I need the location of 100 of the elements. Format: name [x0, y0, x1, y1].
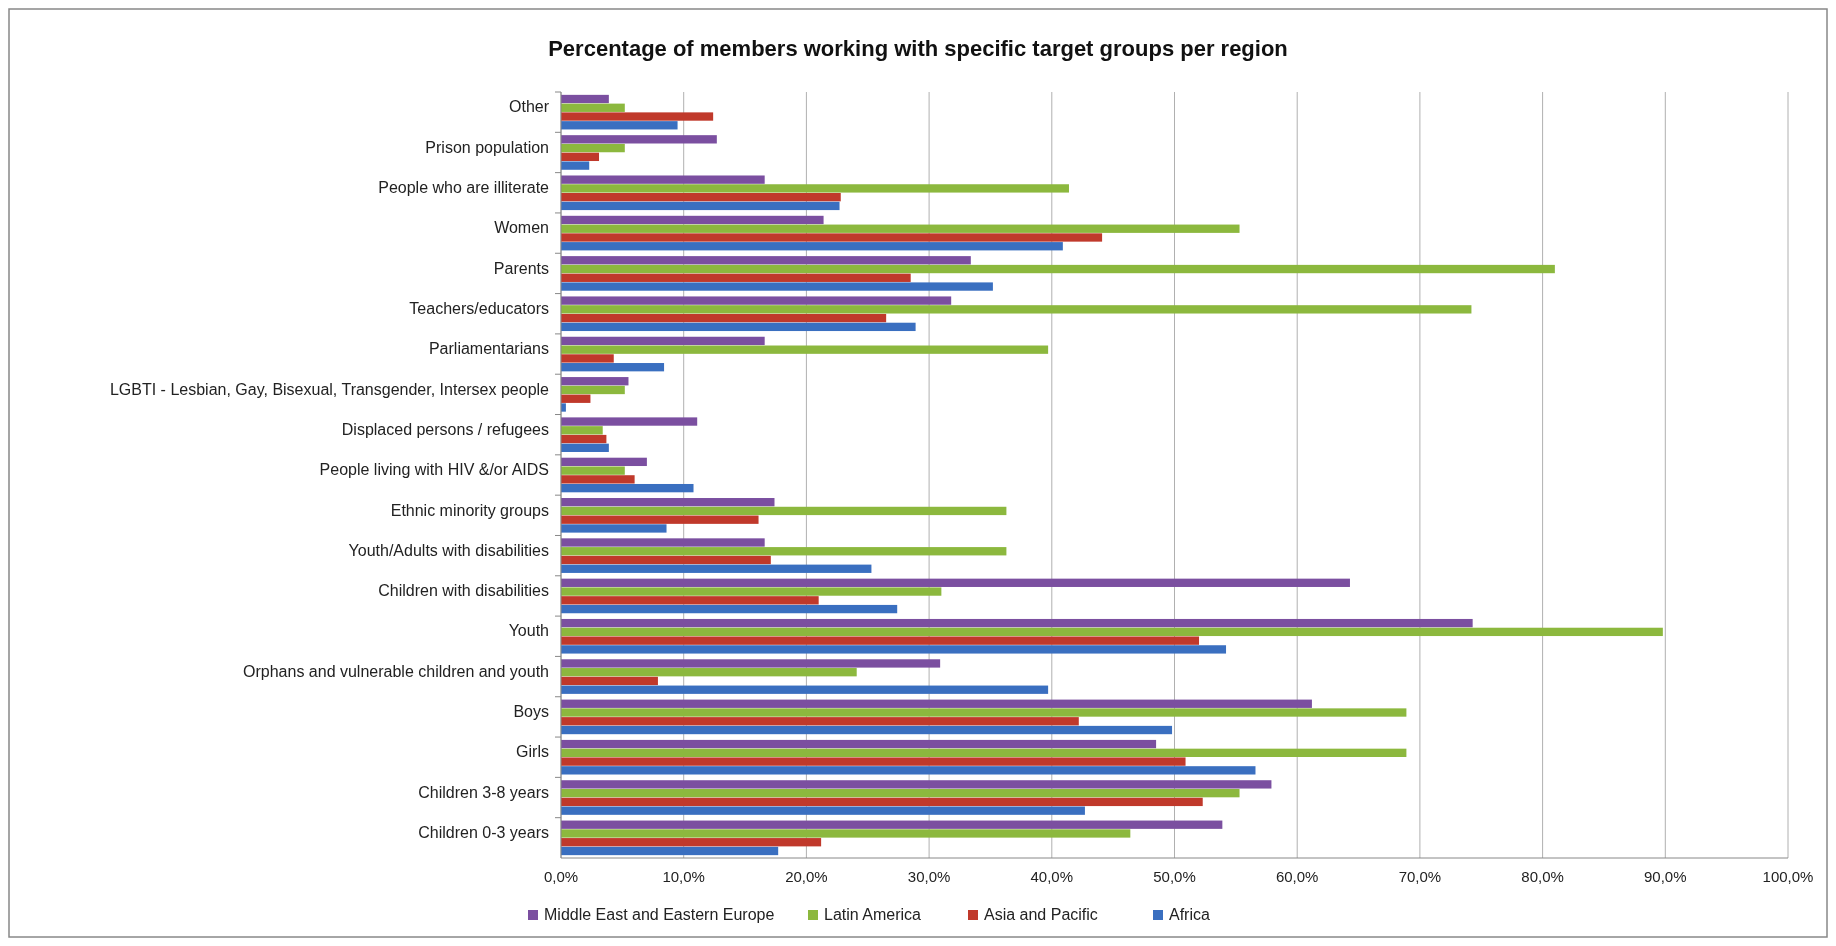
bar — [561, 483, 694, 493]
y-tick-label: Boys — [513, 703, 549, 721]
x-tick-label: 20,0% — [785, 868, 828, 885]
bar — [561, 604, 898, 614]
bar — [561, 838, 822, 847]
bar — [561, 739, 1157, 749]
bar — [561, 457, 647, 467]
x-tick-label: 70,0% — [1398, 868, 1442, 885]
bar — [561, 515, 759, 524]
bar — [561, 725, 1173, 735]
legend-label: Middle East and Eastern Europe — [544, 906, 775, 924]
bar — [561, 354, 614, 363]
bar — [561, 256, 971, 265]
bar — [561, 797, 1203, 807]
bar — [561, 564, 872, 573]
y-tick-label: Girls — [516, 743, 549, 761]
legend-label: Latin America — [824, 906, 922, 924]
bar — [561, 717, 1079, 726]
bar — [561, 766, 1256, 775]
x-tick-label: 40,0% — [1030, 868, 1074, 885]
bar — [561, 780, 1272, 789]
bar — [561, 336, 765, 346]
bar — [561, 846, 779, 856]
legend-label: Asia and Pacific — [984, 906, 1098, 924]
bar — [561, 708, 1407, 717]
bar — [561, 121, 678, 130]
bar — [561, 668, 857, 677]
bar — [561, 538, 765, 547]
bar — [561, 152, 600, 162]
bar — [561, 394, 591, 403]
bar — [561, 112, 714, 121]
y-tick-label: Children with disabilities — [378, 582, 549, 600]
y-tick-label: Parliamentarians — [428, 340, 549, 358]
bar — [561, 820, 1223, 829]
bar — [561, 377, 629, 386]
bar — [561, 273, 911, 282]
bar — [561, 305, 1472, 314]
bar — [561, 829, 1131, 838]
bar — [561, 215, 824, 225]
chart-title: Percentage of members working with specific target groups per region — [548, 36, 1288, 61]
bar — [561, 627, 1663, 637]
y-tick-label: Youth — [508, 622, 549, 640]
bar — [561, 193, 841, 202]
y-tick-label: LGBTI - Lesbian, Gay, Bisexual, Transgender, Intersex people — [109, 380, 550, 398]
y-tick-label: Other — [508, 98, 550, 116]
bar — [561, 313, 887, 323]
bar — [561, 143, 625, 153]
bar — [561, 547, 1007, 556]
y-tick-label: Children 0-3 years — [418, 824, 549, 842]
y-tick-label: Ethnic minority groups — [390, 501, 549, 519]
bar — [561, 345, 1049, 354]
bar — [561, 506, 1007, 516]
bar — [561, 596, 819, 605]
bar — [561, 699, 1312, 708]
bar — [561, 94, 609, 104]
x-tick-label: 10,0% — [662, 868, 705, 885]
bar — [561, 659, 941, 668]
x-tick-label: 30,0% — [907, 868, 951, 885]
bar — [561, 322, 916, 332]
y-tick-label: People who are illiterate — [378, 179, 550, 197]
bar — [561, 555, 771, 565]
bar — [561, 103, 625, 112]
x-tick-label: 0,0% — [543, 868, 579, 885]
bar — [561, 201, 840, 211]
bar — [561, 618, 1473, 628]
bar — [561, 161, 590, 170]
bar — [561, 757, 1186, 766]
bar — [561, 636, 1200, 645]
bar — [561, 242, 1063, 251]
bar — [561, 676, 658, 686]
x-tick-label: 50,0% — [1153, 868, 1196, 885]
bar — [561, 443, 609, 452]
bar — [561, 264, 1555, 274]
y-tick-label: Displaced persons / refugees — [341, 420, 549, 438]
legend-label: Africa — [1169, 906, 1210, 924]
bar — [561, 224, 1240, 233]
x-tick-label: 90,0% — [1644, 868, 1687, 885]
bar — [561, 748, 1407, 757]
y-tick-label: Parents — [493, 259, 549, 277]
y-tick-label: Orphans and vulnerable children and youth — [243, 662, 549, 680]
bar — [561, 233, 1103, 242]
bar — [561, 363, 665, 372]
bar — [561, 417, 698, 426]
bar — [561, 282, 993, 291]
y-tick-label: Women — [494, 219, 549, 237]
bar — [561, 296, 952, 305]
bar — [561, 806, 1085, 815]
bar — [561, 587, 942, 596]
y-tick-label: People living with HIV &/or AIDS — [319, 461, 549, 479]
bar — [561, 184, 1069, 193]
y-tick-label: Prison population — [425, 138, 549, 156]
y-tick-label: Youth/Adults with disabilities — [348, 541, 549, 559]
bar — [561, 498, 775, 507]
bar — [561, 175, 765, 184]
bar — [561, 475, 635, 484]
bar — [561, 578, 1350, 587]
bar — [561, 426, 603, 435]
bar — [561, 135, 717, 144]
y-tick-label: Children 3-8 years — [418, 783, 549, 801]
x-tick-label: 80,0% — [1521, 868, 1564, 885]
